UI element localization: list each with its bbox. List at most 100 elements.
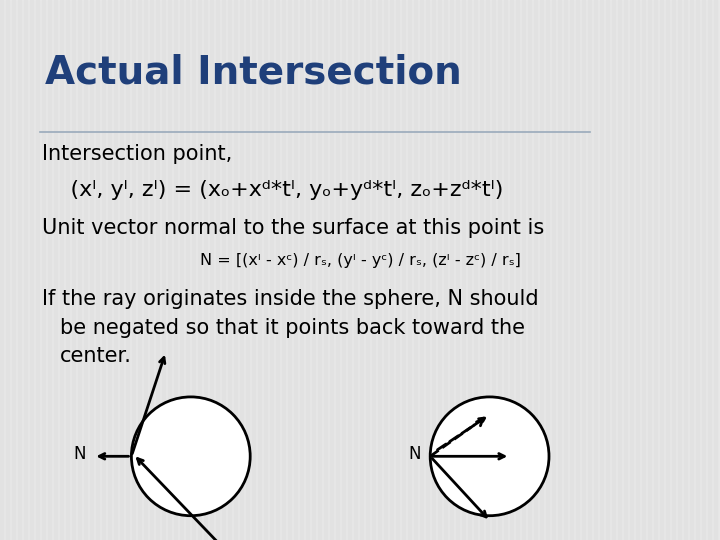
- Bar: [528, 0, 531, 540]
- Text: Unit vector normal to the surface at this point is: Unit vector normal to the surface at thi…: [42, 218, 544, 238]
- Bar: [72, 0, 75, 540]
- Bar: [36, 0, 39, 540]
- Bar: [702, 0, 705, 540]
- Bar: [144, 0, 147, 540]
- Text: N = [(xᴵ - xᶜ) / rₛ, (yᴵ - yᶜ) / rₛ, (zᴵ - zᶜ) / rₛ]: N = [(xᴵ - xᶜ) / rₛ, (yᴵ - yᶜ) / rₛ, (zᴵ…: [199, 253, 521, 268]
- Bar: [684, 0, 687, 540]
- Bar: [66, 0, 69, 540]
- Bar: [588, 0, 591, 540]
- Bar: [120, 0, 123, 540]
- Bar: [12, 0, 15, 540]
- Bar: [318, 0, 321, 540]
- Bar: [336, 0, 339, 540]
- Bar: [174, 0, 177, 540]
- Bar: [180, 0, 183, 540]
- Bar: [402, 0, 405, 540]
- Bar: [366, 0, 369, 540]
- Bar: [138, 0, 141, 540]
- Bar: [150, 0, 153, 540]
- Circle shape: [131, 397, 251, 516]
- Bar: [408, 0, 411, 540]
- Bar: [486, 0, 489, 540]
- Bar: [264, 0, 267, 540]
- Bar: [396, 0, 399, 540]
- Bar: [306, 0, 309, 540]
- Bar: [558, 0, 561, 540]
- Bar: [438, 0, 441, 540]
- Bar: [600, 0, 603, 540]
- Bar: [6, 0, 9, 540]
- Bar: [420, 0, 423, 540]
- Bar: [204, 0, 207, 540]
- Bar: [618, 0, 621, 540]
- Bar: [642, 0, 645, 540]
- Bar: [372, 0, 375, 540]
- Text: (xᴵ, yᴵ, zᴵ) = (xₒ+xᵈ*tᴵ, yₒ+yᵈ*tᴵ, zₒ+zᵈ*tᴵ): (xᴵ, yᴵ, zᴵ) = (xₒ+xᵈ*tᴵ, yₒ+yᵈ*tᴵ, zₒ+z…: [42, 180, 503, 200]
- Bar: [378, 0, 381, 540]
- Bar: [222, 0, 225, 540]
- Bar: [462, 0, 465, 540]
- Bar: [564, 0, 567, 540]
- Bar: [678, 0, 681, 540]
- Bar: [648, 0, 651, 540]
- Bar: [552, 0, 555, 540]
- Bar: [48, 0, 51, 540]
- Bar: [186, 0, 189, 540]
- Bar: [270, 0, 273, 540]
- Text: N: N: [73, 446, 86, 463]
- Bar: [198, 0, 201, 540]
- Bar: [456, 0, 459, 540]
- Bar: [360, 0, 363, 540]
- Bar: [132, 0, 135, 540]
- Bar: [444, 0, 447, 540]
- Bar: [636, 0, 639, 540]
- Bar: [534, 0, 537, 540]
- Bar: [504, 0, 507, 540]
- Bar: [570, 0, 573, 540]
- Bar: [312, 0, 315, 540]
- Bar: [42, 0, 45, 540]
- Bar: [288, 0, 291, 540]
- Text: If the ray originates inside the sphere, N should: If the ray originates inside the sphere,…: [42, 288, 539, 309]
- Bar: [390, 0, 393, 540]
- Text: be negated so that it points back toward the: be negated so that it points back toward…: [60, 318, 525, 338]
- Bar: [156, 0, 159, 540]
- Bar: [162, 0, 165, 540]
- Bar: [96, 0, 99, 540]
- Bar: [576, 0, 579, 540]
- Bar: [240, 0, 243, 540]
- Bar: [84, 0, 87, 540]
- Bar: [294, 0, 297, 540]
- Bar: [114, 0, 117, 540]
- Bar: [216, 0, 219, 540]
- Bar: [522, 0, 525, 540]
- Bar: [696, 0, 699, 540]
- Bar: [612, 0, 615, 540]
- Bar: [192, 0, 195, 540]
- Bar: [492, 0, 495, 540]
- Bar: [30, 0, 33, 540]
- Bar: [342, 0, 345, 540]
- Bar: [666, 0, 669, 540]
- Bar: [540, 0, 543, 540]
- Bar: [510, 0, 513, 540]
- Bar: [108, 0, 111, 540]
- Bar: [228, 0, 231, 540]
- Bar: [582, 0, 585, 540]
- Bar: [450, 0, 453, 540]
- Circle shape: [431, 397, 549, 516]
- Bar: [468, 0, 471, 540]
- Bar: [630, 0, 633, 540]
- Bar: [168, 0, 171, 540]
- Bar: [426, 0, 429, 540]
- Bar: [474, 0, 477, 540]
- Bar: [246, 0, 249, 540]
- Bar: [690, 0, 693, 540]
- Bar: [126, 0, 129, 540]
- Bar: [654, 0, 657, 540]
- Bar: [384, 0, 387, 540]
- Bar: [354, 0, 357, 540]
- Bar: [24, 0, 27, 540]
- Text: N: N: [408, 446, 420, 463]
- Bar: [672, 0, 675, 540]
